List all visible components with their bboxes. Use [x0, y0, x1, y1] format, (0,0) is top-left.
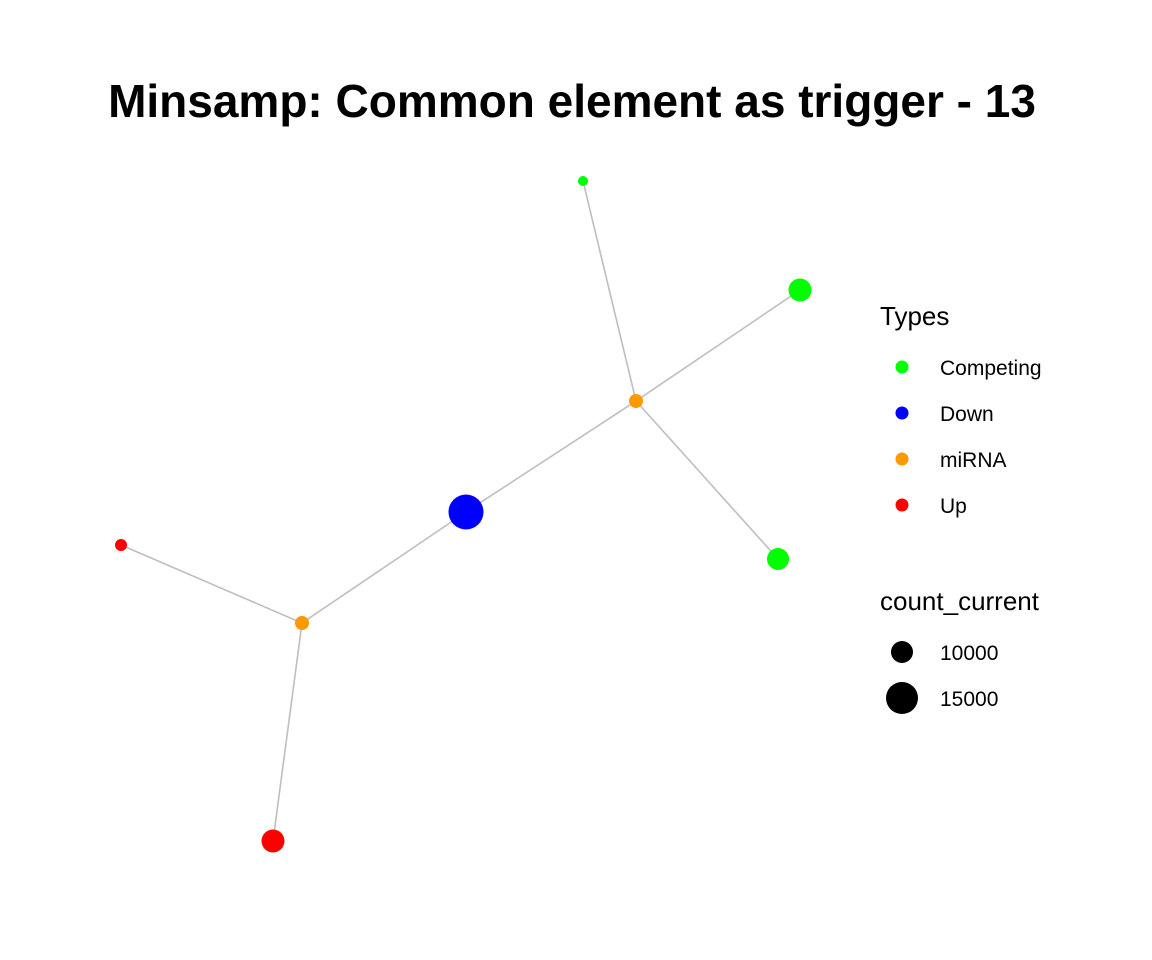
- legend-key-down: [895, 406, 909, 420]
- edge-competing-2-mirna-1: [635, 289, 801, 402]
- legend-label-up: Up: [940, 495, 967, 518]
- node-competing-1: [578, 176, 588, 186]
- node-down-1: [448, 494, 484, 530]
- legend-types-title: Types: [880, 301, 949, 331]
- node-up-2: [261, 829, 285, 853]
- legend-size-label-small: 10000: [940, 642, 998, 665]
- edge-up-1-mirna-2: [120, 544, 303, 624]
- legend-key-competing: [895, 360, 909, 374]
- node-competing-2: [788, 278, 812, 302]
- node-up-1: [115, 539, 127, 551]
- legend-key-up: [895, 498, 909, 512]
- edges-layer: [120, 180, 801, 842]
- edge-down-1-mirna-2: [301, 511, 467, 624]
- legend-label-mirna: miRNA: [940, 449, 1007, 472]
- node-mirna-1: [629, 394, 643, 408]
- edge-competing-1-mirna-1: [582, 180, 637, 402]
- edge-mirna-1-down-1: [465, 400, 637, 513]
- edge-mirna-2-up-2: [272, 622, 303, 842]
- legend-size-label-large: 15000: [940, 688, 998, 711]
- legend-size: count_current 10000 15000: [880, 586, 1040, 714]
- node-mirna-2: [295, 616, 309, 630]
- legend-key-mirna: [895, 452, 909, 466]
- legend-size-title: count_current: [880, 586, 1040, 616]
- legend-label-down: Down: [940, 403, 994, 426]
- legend-types: Types Competing Down miRNA Up: [880, 301, 1042, 518]
- legend-label-competing: Competing: [940, 357, 1042, 380]
- nodes-layer: [115, 176, 812, 853]
- node-competing-3: [767, 548, 789, 570]
- edge-mirna-1-competing-3: [635, 400, 779, 560]
- legend-size-key-large: [886, 682, 918, 714]
- figure-title: Minsamp: Common element as trigger - 13: [108, 75, 1036, 127]
- legend-size-key-small: [891, 641, 913, 663]
